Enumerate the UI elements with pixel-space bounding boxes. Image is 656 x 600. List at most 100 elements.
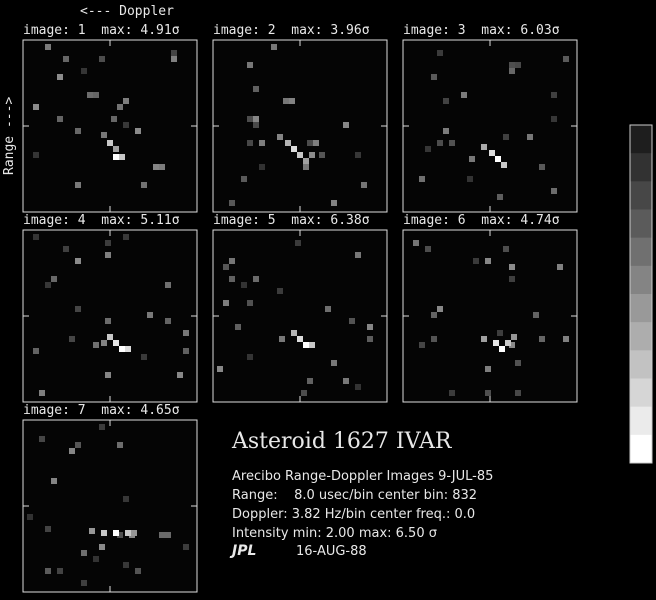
noise-pixel — [367, 336, 373, 342]
panel-frame — [22, 39, 198, 213]
noise-pixel — [135, 568, 141, 574]
colorbar-step — [630, 181, 652, 210]
panel-label: image: 7 max: 4.65σ — [23, 403, 180, 418]
noise-pixel — [33, 234, 39, 240]
noise-pixel — [551, 92, 557, 98]
echo-pixel — [101, 132, 107, 138]
noise-pixel — [183, 330, 189, 336]
noise-pixel — [539, 164, 545, 170]
panel: image: 1 max: 4.91σ — [22, 23, 198, 213]
noise-pixel — [551, 188, 557, 194]
noise-pixel — [165, 318, 171, 324]
doppler-label: <--- Doppler — [80, 4, 174, 19]
panel: image: 2 max: 3.96σ — [212, 23, 388, 213]
noise-pixel — [485, 366, 491, 372]
noise-pixel — [259, 140, 265, 146]
panel: image: 3 max: 6.03σ — [402, 23, 578, 213]
noise-pixel — [45, 282, 51, 288]
panel-frame — [22, 419, 198, 593]
echo-pixel — [291, 330, 297, 336]
echo-pixel — [125, 530, 131, 536]
noise-pixel — [241, 176, 247, 182]
noise-pixel — [437, 306, 443, 312]
noise-pixel — [319, 152, 325, 158]
noise-pixel — [81, 68, 87, 74]
noise-pixel — [253, 276, 259, 282]
noise-pixel — [515, 62, 521, 68]
noise-pixel — [183, 544, 189, 550]
noise-pixel — [117, 442, 123, 448]
noise-pixel — [515, 390, 521, 396]
echo-pixel — [511, 334, 517, 340]
noise-pixel — [153, 164, 159, 170]
noise-pixel — [123, 496, 129, 502]
noise-pixel — [45, 568, 51, 574]
noise-pixel — [75, 306, 81, 312]
echo-pixel — [481, 144, 487, 150]
noise-pixel — [515, 360, 521, 366]
noise-pixel — [57, 568, 63, 574]
noise-pixel — [259, 164, 265, 170]
noise-pixel — [93, 556, 99, 562]
echo-pixel — [303, 158, 309, 164]
panel-label: image: 6 max: 4.74σ — [403, 213, 560, 228]
noise-pixel — [165, 282, 171, 288]
noise-pixel — [367, 324, 373, 330]
noise-pixel — [247, 354, 253, 360]
colorbar-step — [630, 237, 652, 267]
noise-pixel — [57, 116, 63, 122]
noise-pixel — [99, 424, 105, 430]
noise-pixel — [123, 234, 129, 240]
noise-pixel — [39, 436, 45, 442]
noise-pixel — [307, 378, 313, 384]
colorbar-step — [630, 153, 652, 182]
noise-pixel — [51, 276, 57, 282]
noise-pixel — [247, 116, 253, 122]
noise-pixel — [147, 312, 153, 318]
noise-pixel — [105, 252, 111, 258]
noise-pixel — [235, 324, 241, 330]
noise-pixel — [325, 306, 331, 312]
noise-pixel — [449, 390, 455, 396]
noise-pixel — [45, 44, 51, 50]
noise-pixel — [509, 276, 515, 282]
noise-pixel — [39, 390, 45, 396]
panel-frame — [402, 229, 578, 403]
noise-pixel — [117, 532, 123, 538]
noise-pixel — [331, 360, 337, 366]
noise-pixel — [425, 146, 431, 152]
noise-pixel — [283, 98, 289, 104]
noise-pixel — [123, 98, 129, 104]
noise-pixel — [331, 200, 337, 206]
noise-pixel — [449, 140, 455, 146]
caption-line: Range: 8.0 usec/bin center bin: 832 — [232, 488, 477, 503]
echo-pixel — [505, 340, 511, 346]
noise-pixel — [343, 122, 349, 128]
noise-pixel — [485, 258, 491, 264]
noise-pixel — [229, 276, 235, 282]
echo-pixel — [309, 152, 315, 158]
noise-pixel — [27, 514, 33, 520]
panel-frame — [402, 39, 578, 213]
noise-pixel — [159, 532, 165, 538]
echo-pixel — [291, 146, 297, 152]
caption-line: Doppler: 3.82 Hz/bin center freq.: 0.0 — [232, 507, 475, 522]
noise-pixel — [93, 342, 99, 348]
noise-pixel — [503, 246, 509, 252]
echo-pixel — [309, 342, 315, 348]
noise-pixel — [557, 264, 563, 270]
panel-label: image: 4 max: 5.11σ — [23, 213, 180, 228]
echo-pixel — [113, 146, 119, 152]
noise-pixel — [253, 122, 259, 128]
noise-pixel — [111, 116, 117, 122]
noise-pixel — [467, 176, 473, 182]
noise-pixel — [247, 62, 253, 68]
noise-pixel — [241, 282, 247, 288]
echo-pixel — [297, 336, 303, 342]
noise-pixel — [437, 50, 443, 56]
noise-pixel — [473, 258, 479, 264]
echo-pixel — [493, 340, 499, 346]
range-label: Range ---> — [2, 97, 17, 175]
noise-pixel — [247, 140, 253, 146]
